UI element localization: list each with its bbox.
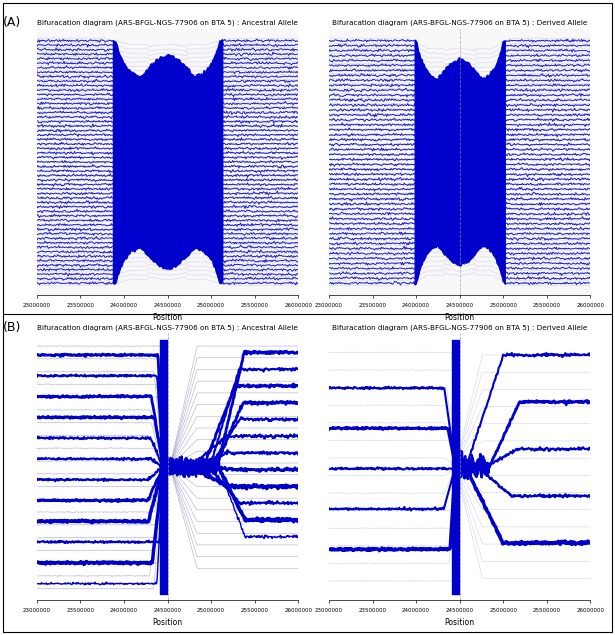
X-axis label: Position: Position	[153, 314, 183, 323]
X-axis label: Position: Position	[445, 618, 475, 627]
Title: Bifuracation diagram (ARS-BFGL-NGS-77906 on BTA 5) : Derived Allele: Bifuracation diagram (ARS-BFGL-NGS-77906…	[332, 324, 587, 331]
Title: Bifuracation diagram (ARS-BFGL-NGS-77906 on BTA 5) : Derived Allele: Bifuracation diagram (ARS-BFGL-NGS-77906…	[332, 20, 587, 26]
Text: (A): (A)	[3, 16, 22, 29]
X-axis label: Position: Position	[445, 314, 475, 323]
Text: (B): (B)	[3, 321, 22, 333]
Title: Bifuracation diagram (ARS-BFGL-NGS-77906 on BTA 5) : Ancestral Allele: Bifuracation diagram (ARS-BFGL-NGS-77906…	[37, 20, 298, 26]
Title: Bifuracation diagram (ARS-BFGL-NGS-77906 on BTA 5) : Ancestral Allele: Bifuracation diagram (ARS-BFGL-NGS-77906…	[37, 324, 298, 331]
X-axis label: Position: Position	[153, 618, 183, 627]
